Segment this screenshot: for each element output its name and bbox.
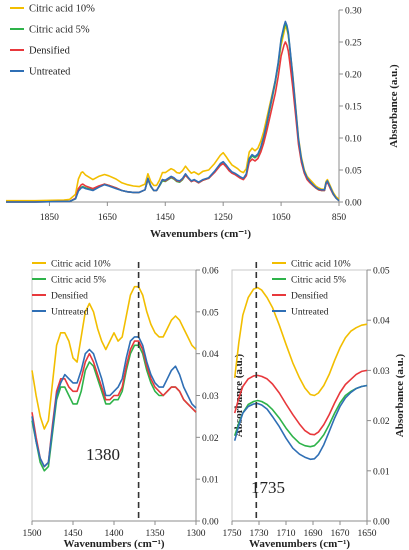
zoom-1735-series-citric-acid-10-: [233, 286, 368, 397]
zoom-1735-legend-label: Citric acid 5%: [291, 276, 346, 286]
zoom-1380-legend-label: Densified: [51, 291, 88, 302]
zoom-1735-y-tick-label: 0.04: [373, 317, 390, 327]
zoom-1735-y-tick-label: 0.00: [373, 518, 390, 528]
full-spectrum-x-tick-label: 1250: [214, 213, 233, 223]
zoom-1380-legend-label: Citric acid 10%: [51, 260, 111, 270]
zoom-1380-x-tick-label: 1500: [23, 529, 42, 539]
zoom-1735-legend-entry: Untreated: [272, 308, 329, 318]
full-spectrum-legend-entry: Citric acid 10%: [10, 4, 95, 15]
zoom-1380-series-densified: [31, 340, 197, 468]
zoom-1735-x-axis-title: Wavenumbers (cm⁻¹): [249, 538, 350, 550]
zoom-1380-y-tick-label: 0.01: [202, 476, 219, 486]
zoom-1380-legend-label: Citric acid 5%: [51, 276, 106, 286]
full-spectrum-x-tick-label: 1450: [156, 213, 175, 223]
full-spectrum-y-axis-title: Absorbance (a.u.): [388, 64, 400, 148]
zoom-1735-y-tick-label: 0.01: [373, 467, 390, 477]
zoom-1380-legend-label: Untreated: [51, 308, 89, 318]
zoom-1380-x-tick-label: 1350: [146, 529, 165, 539]
zoom-1735-series-densified: [233, 369, 368, 436]
zoom-1735-y-tick-label: 0.02: [373, 417, 390, 427]
zoom-1380-y-tick-label: 0.02: [202, 434, 219, 444]
zoom-1735-series-citric-acid-5-: [233, 384, 368, 448]
full-spectrum-x-tick-label: 1050: [272, 213, 291, 223]
full-spectrum-y-tick-label: 0.05: [345, 167, 362, 177]
zoom-1735-x-tick-label: 1650: [358, 529, 377, 539]
zoom-1735-peak-label: 1735: [251, 478, 285, 497]
zoom-1735-y-tick-label: 0.05: [373, 267, 390, 277]
zoom-1380-y-tick-label: 0.03: [202, 392, 219, 402]
zoom-1380-chart: 0.00 0.01 0.02 0.03 0.04 0.05 0.06 1500 1450 1400…: [23, 260, 246, 550]
full-spectrum-legend-entry: Untreated: [10, 67, 71, 78]
full-spectrum-legend-label: Densified: [29, 46, 71, 57]
full-spectrum-legend-entry: Citric acid 5%: [10, 25, 90, 36]
zoom-1380-x-tick-label: 1300: [187, 529, 206, 539]
zoom-1735-y-axis-title: Absorbance (a.u.): [394, 353, 406, 437]
full-spectrum-x-axis-title: Wavenumbers (cm⁻¹): [150, 228, 251, 240]
zoom-1735-legend-label: Citric acid 10%: [291, 260, 351, 270]
full-spectrum-legend-label: Untreated: [29, 67, 71, 78]
full-spectrum-y-tick-label: 0.30: [345, 7, 362, 17]
zoom-1380-x-tick-label: 1450: [64, 529, 83, 539]
zoom-1735-x-tick-label: 1690: [304, 529, 323, 539]
zoom-1380-y-tick-label: 0.04: [202, 350, 219, 360]
full-spectrum-legend-label: Citric acid 5%: [29, 25, 90, 36]
full-spectrum-y-tick-label: 0.25: [345, 39, 362, 49]
zoom-1380-legend-entry: Densified: [32, 291, 88, 302]
zoom-1735-x-tick-label: 1730: [250, 529, 269, 539]
zoom-1380-x-tick-label: 1400: [105, 529, 124, 539]
full-spectrum-y-tick-label: 0.10: [345, 135, 362, 145]
zoom-1380-peak-label: 1380: [86, 445, 120, 464]
zoom-1380-series-untreated: [31, 336, 197, 468]
zoom-1380-legend-entry: Untreated: [32, 308, 89, 318]
zoom-1735-legend-entry: Citric acid 5%: [272, 276, 346, 286]
full-spectrum-legend-label: Citric acid 10%: [29, 4, 95, 15]
zoom-1735-legend-label: Untreated: [291, 308, 329, 318]
zoom-1735-y-tick-label: 0.03: [373, 367, 390, 377]
zoom-1735-series-untreated: [233, 384, 368, 461]
zoom-1735-chart: 0.00 0.01 0.02 0.03 0.04 0.05 1750 1730 1710 1690…: [223, 260, 407, 550]
full-spectrum-chart: 0.00 0.05 0.10 0.15 0.20 0.25 0.30 1850 1650 1450…: [6, 4, 400, 240]
zoom-1380-x-axis-title: Wavenumbers (cm⁻¹): [63, 538, 164, 550]
full-spectrum-y-tick-label: 0.00: [345, 199, 362, 209]
zoom-1735-legend-entry: Densified: [272, 291, 328, 302]
zoom-1735-legend-label: Densified: [291, 291, 328, 302]
zoom-1380-y-tick-label: 0.05: [202, 308, 219, 318]
zoom-1735-legend-entry: Citric acid 10%: [272, 260, 351, 270]
zoom-1735-x-tick-label: 1670: [331, 529, 350, 539]
full-spectrum-y-tick-label: 0.15: [345, 103, 362, 113]
zoom-1735-x-tick-label: 1710: [277, 529, 296, 539]
full-spectrum-x-tick-label: 1850: [40, 213, 59, 223]
zoom-1735-x-tick-label: 1750: [223, 529, 242, 539]
full-spectrum-series-untreated: [6, 20, 340, 203]
zoom-1380-legend-entry: Citric acid 5%: [32, 276, 106, 286]
zoom-1380-series-citric-acid-10-: [31, 285, 197, 430]
full-spectrum-legend-entry: Densified: [10, 46, 71, 57]
zoom-1380-y-tick-label: 0.00: [202, 518, 219, 528]
zoom-1380-y-tick-label: 0.06: [202, 267, 219, 277]
zoom-1380-legend-entry: Citric acid 10%: [32, 260, 111, 270]
full-spectrum-x-tick-label: 850: [332, 213, 347, 223]
full-spectrum-y-tick-label: 0.20: [345, 71, 362, 81]
full-spectrum-x-tick-label: 1650: [98, 213, 117, 223]
